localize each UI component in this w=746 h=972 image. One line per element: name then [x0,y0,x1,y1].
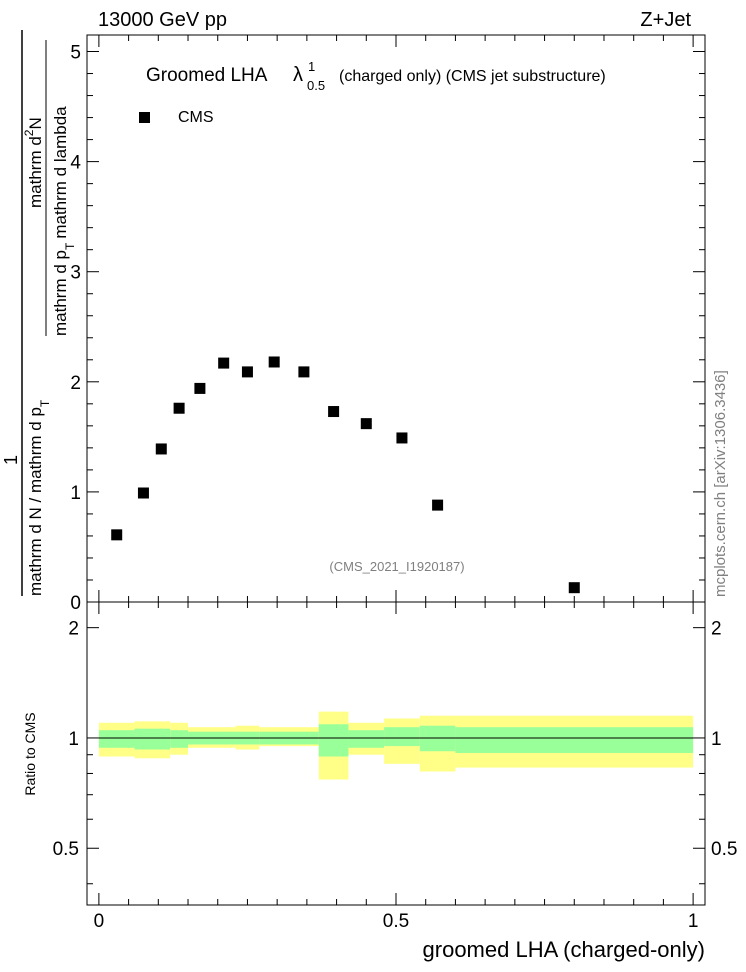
data-point-cms [155,443,167,455]
data-point-cms [568,582,580,594]
main-y-tick-label: 3 [70,263,81,284]
data-point-cms [396,432,408,444]
header-right: Z+Jet [640,9,691,31]
data-point-cms [218,357,230,369]
inner-band-bin [98,730,135,748]
ylabel-denominator: mathrm d N / mathrm d pT [26,399,52,596]
ylabel-inner-numerator: mathrm d2N [22,117,45,208]
data-point-cms [241,366,253,378]
main-y-tick-label: 2 [70,373,81,394]
header-left: 13000 GeV pp [98,9,227,31]
inner-band-bin [170,730,189,748]
ylabel-inner-denominator: mathrm d pTmathrm d lambda [51,106,77,336]
data-point-cms [360,418,372,430]
main-y-tick-label: 1 [70,483,81,504]
inner-band-bin [348,730,385,748]
data-point-cms [173,402,185,414]
ratio-x-tick-label: 0.5 [383,911,409,932]
side-watermark: mcplots.cern.ch [arXiv:1306.3436] [712,370,729,597]
title-lambda-symbol: λ [293,64,303,86]
title-lambda-sub: 0.5 [307,78,325,93]
inner-band-bin [134,728,171,750]
ratio-y-tick-label-left: 1 [68,729,79,750]
inner-band-bin [455,727,694,753]
legend-label-cms: CMS [178,109,214,126]
ratio-y-tick-label-right: 2 [711,619,722,640]
inner-band-bin [419,725,456,752]
main-axis-ticks: 0 1 2 3 4 5 [70,35,705,614]
ratio-bands [98,711,694,780]
main-data-points [111,356,580,594]
ratio-x-tick-label: 1 [688,911,699,932]
ratio-y-tick-label-left: 2 [68,619,79,640]
ratio-x-tick-label: 0 [94,911,105,932]
main-y-tick-label: 0 [70,593,81,614]
legend-marker-cms [139,112,150,123]
data-point-cms [137,487,149,499]
main-ylabel: 1 mathrm d N / mathrm d pT mathrm d2N ma… [1,30,77,596]
ratio-y-tick-label-right: 0.5 [711,839,737,860]
inner-band-bin [384,727,420,747]
ratio-ylabel: Ratio to CMS [22,712,38,795]
title-lambda-sup: 1 [308,59,315,74]
main-y-tick-label: 5 [70,43,81,64]
data-point-cms [194,382,206,394]
data-point-cms [111,529,123,541]
data-point-cms [268,356,280,368]
analysis-id: (CMS_2021_I1920187) [329,559,464,574]
ylabel-one: 1 [1,455,21,465]
data-point-cms [432,499,444,511]
inner-band-bin [318,724,349,757]
main-y-tick-label: 4 [70,153,81,174]
ratio-y-tick-label-left: 0.5 [53,839,79,860]
data-point-cms [298,366,310,378]
title-rest: (charged only) (CMS jet substructure) [339,68,606,85]
main-title: Groomed LHA [146,65,268,86]
data-point-cms [328,406,340,418]
x-axis-label: groomed LHA (charged-only) [423,937,705,962]
ratio-y-tick-label-right: 1 [711,729,722,750]
ratio-axis-ticks: 0 0.5 1 0.5 0.5 1 1 2 2 [53,602,737,932]
